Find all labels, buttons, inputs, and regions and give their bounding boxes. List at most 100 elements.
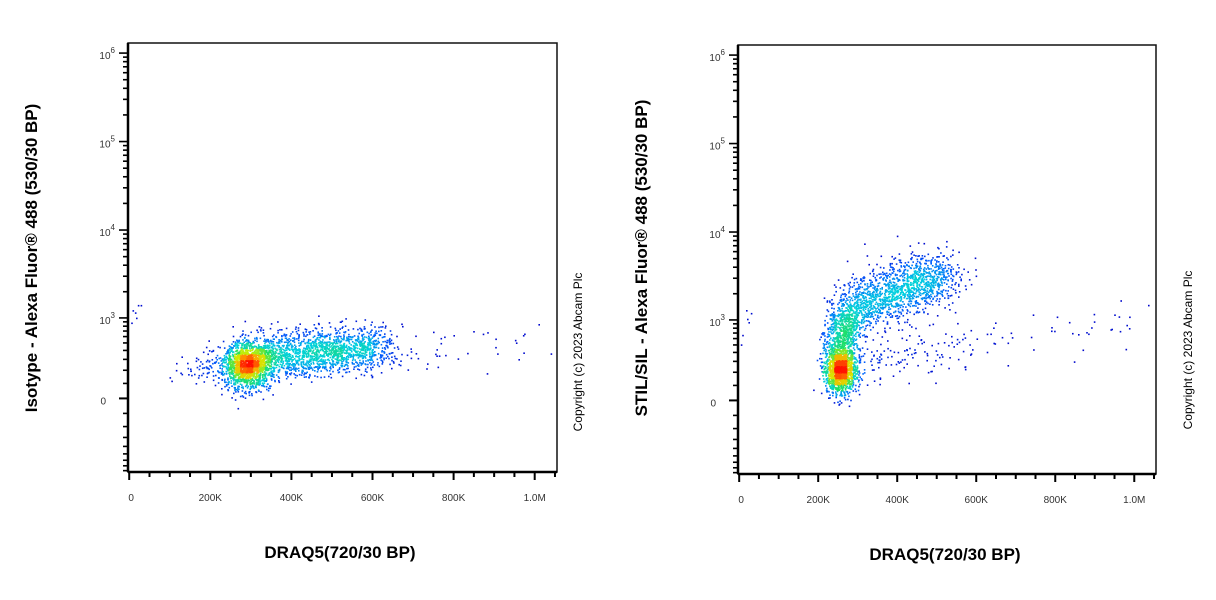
data-point <box>377 362 379 364</box>
data-point <box>924 289 927 292</box>
data-point <box>893 351 896 354</box>
data-point <box>278 339 280 341</box>
data-point <box>338 367 341 369</box>
data-point <box>369 331 372 334</box>
data-point <box>300 361 303 364</box>
data-point <box>341 362 344 365</box>
data-point <box>314 353 317 356</box>
data-point <box>259 374 262 377</box>
data-point <box>259 364 262 366</box>
data-point <box>270 343 273 345</box>
data-point <box>231 365 234 367</box>
data-point <box>1078 334 1080 336</box>
data-point <box>832 318 834 320</box>
data-point <box>341 352 343 354</box>
data-point <box>941 356 944 358</box>
data-point <box>380 372 383 374</box>
data-point <box>335 346 338 348</box>
data-point <box>823 347 826 349</box>
data-point <box>436 355 438 357</box>
data-point <box>923 273 926 276</box>
data-point <box>281 358 283 361</box>
data-point <box>930 259 932 262</box>
data-point <box>251 354 253 357</box>
data-point <box>302 360 304 363</box>
data-point <box>248 341 250 343</box>
data-point <box>259 368 261 370</box>
data-point <box>288 364 290 366</box>
data-point <box>346 371 348 374</box>
data-point <box>323 342 325 345</box>
data-point <box>958 296 960 298</box>
data-point <box>219 357 222 359</box>
data-point <box>830 314 832 317</box>
data-point <box>262 375 264 378</box>
data-point <box>826 300 829 302</box>
data-point <box>275 355 278 357</box>
data-point <box>229 372 232 374</box>
data-point <box>235 374 237 377</box>
data-point <box>284 353 286 356</box>
data-point <box>958 251 960 254</box>
data-point <box>823 297 826 299</box>
data-point <box>351 350 353 353</box>
data-point <box>236 350 238 352</box>
data-point <box>270 385 272 387</box>
data-point <box>860 298 862 301</box>
data-point <box>855 291 857 294</box>
data-point <box>222 374 224 376</box>
data-point <box>353 348 356 350</box>
data-point <box>833 402 836 404</box>
data-point <box>272 347 274 350</box>
data-point <box>868 306 871 309</box>
data-point <box>297 337 300 340</box>
data-point <box>228 369 230 371</box>
data-point <box>941 264 944 266</box>
data-point <box>244 346 246 349</box>
data-point <box>318 365 320 367</box>
data-point <box>335 354 337 357</box>
data-point <box>309 367 312 370</box>
data-point <box>342 368 345 371</box>
data-point <box>882 279 885 281</box>
data-point <box>320 342 322 345</box>
data-point <box>748 322 750 324</box>
data-point <box>300 365 303 368</box>
data-point <box>340 340 343 342</box>
data-point <box>278 380 280 382</box>
data-point <box>136 317 138 320</box>
data-point <box>195 360 198 363</box>
data-point <box>951 280 954 282</box>
data-point <box>308 331 310 333</box>
data-point <box>278 359 281 361</box>
data-point <box>242 372 244 375</box>
data-point <box>855 338 858 341</box>
data-point <box>891 262 893 265</box>
data-point <box>860 378 863 380</box>
data-point <box>894 315 897 317</box>
data-point <box>378 341 380 344</box>
data-point <box>298 336 300 338</box>
data-point <box>932 292 934 295</box>
data-point <box>858 360 861 362</box>
data-point <box>855 343 858 345</box>
data-point <box>246 364 249 366</box>
data-point <box>339 328 341 330</box>
data-point <box>1125 348 1128 351</box>
data-point <box>860 326 863 329</box>
data-point <box>361 338 364 340</box>
data-point <box>298 349 300 352</box>
data-point <box>304 347 307 350</box>
data-point <box>928 259 930 262</box>
data-point <box>383 351 386 354</box>
data-point <box>285 367 288 370</box>
data-point <box>253 354 256 356</box>
data-point <box>871 364 873 366</box>
data-point <box>302 340 305 343</box>
data-point <box>226 363 228 366</box>
data-point <box>302 331 305 334</box>
data-point <box>856 378 858 380</box>
data-point <box>857 288 859 290</box>
data-point <box>359 340 361 342</box>
data-point <box>282 348 285 351</box>
